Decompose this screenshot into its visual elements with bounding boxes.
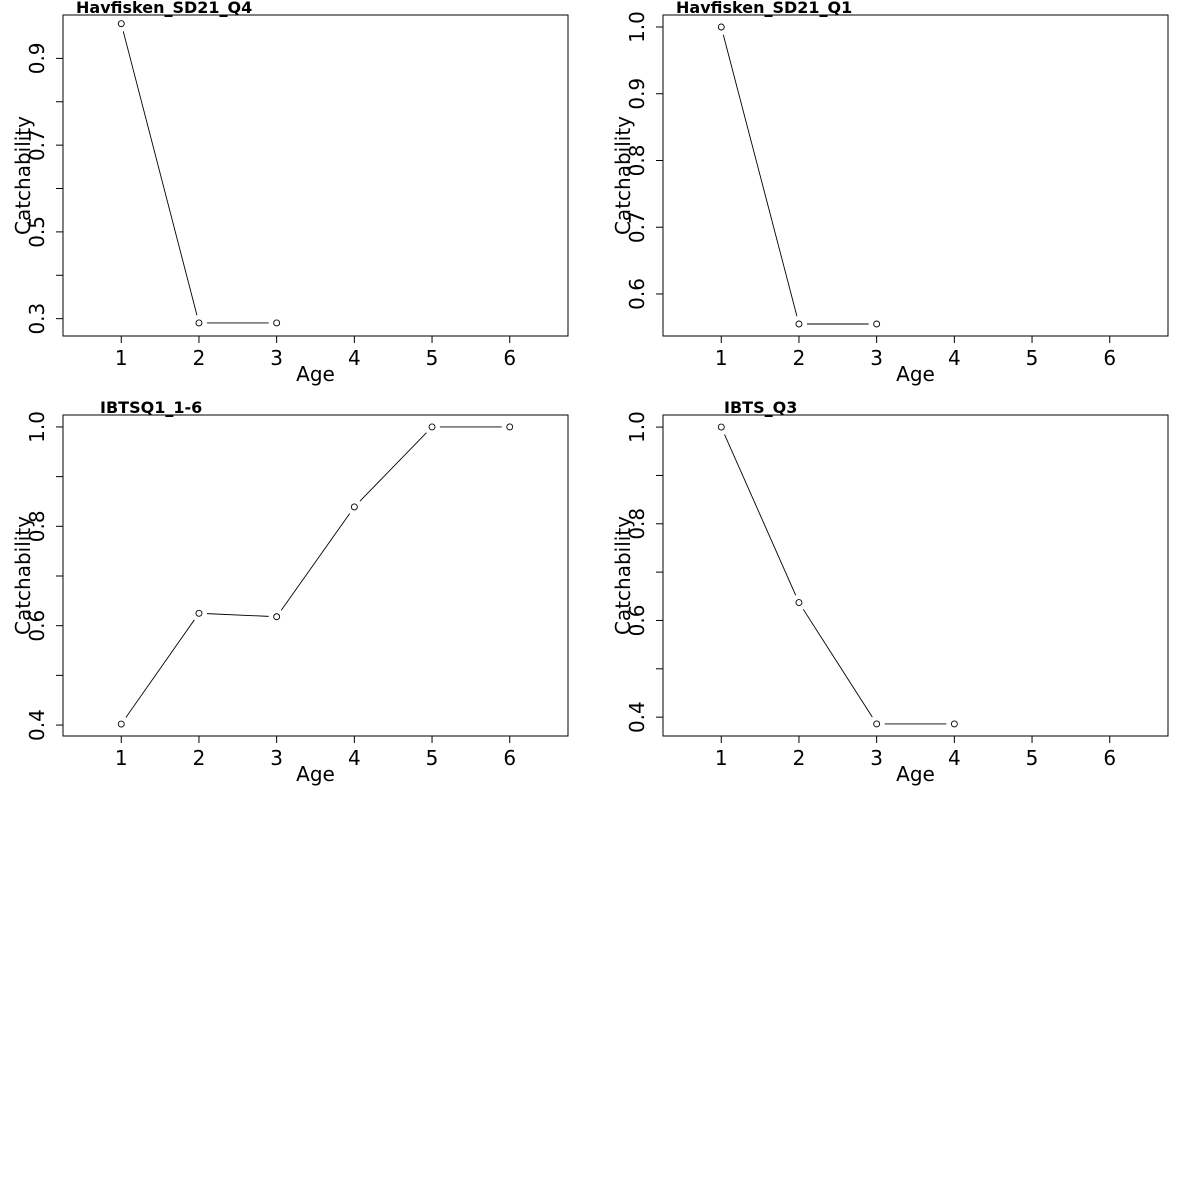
y-tick-label: 0.6 bbox=[25, 610, 49, 642]
x-tick-label: 3 bbox=[870, 746, 883, 770]
data-point bbox=[273, 319, 281, 327]
x-tick-label: 6 bbox=[503, 746, 516, 770]
x-tick-label: 4 bbox=[348, 346, 361, 370]
plot-frame bbox=[662, 14, 1169, 337]
data-point bbox=[795, 599, 803, 607]
series-line-segment bbox=[722, 34, 798, 317]
panel-title: IBTS_Q3 bbox=[724, 398, 797, 417]
y-axis-title: Catchability bbox=[611, 516, 635, 635]
data-point bbox=[273, 613, 281, 621]
x-tick-label: 6 bbox=[1103, 746, 1116, 770]
x-tick-label: 3 bbox=[270, 346, 283, 370]
x-tick-label: 2 bbox=[193, 346, 206, 370]
series-line-segment bbox=[802, 609, 873, 718]
x-tick-label: 5 bbox=[1026, 346, 1039, 370]
x-tick-label: 6 bbox=[503, 346, 516, 370]
x-tick-label: 4 bbox=[948, 746, 961, 770]
chart-panel-3: 1 2 3 4 5 6 0.4 0.6 0.8 1.0 Age Catchability IBTSQ1_… bbox=[11, 398, 569, 786]
y-tick-label: 0.7 bbox=[625, 211, 649, 243]
plot-frame bbox=[62, 414, 569, 737]
y-tick-label: 0.5 bbox=[25, 216, 49, 248]
x-tick-label: 3 bbox=[270, 746, 283, 770]
x-axis-title: Age bbox=[896, 762, 935, 786]
x-tick-label: 2 bbox=[793, 346, 806, 370]
y-tick-label: 0.6 bbox=[625, 605, 649, 637]
chart-panel-2: 1 2 3 4 5 6 0.6 0.7 0.8 0.9 1.0 Age Catchability Havf… bbox=[611, 0, 1169, 386]
data-point bbox=[428, 423, 436, 431]
panel-title: IBTSQ1_1-6 bbox=[100, 398, 202, 417]
y-tick-label: 0.9 bbox=[625, 78, 649, 110]
series-line-segment bbox=[122, 31, 198, 316]
panel-title: Havfisken_SD21_Q1 bbox=[676, 0, 852, 17]
x-axis-title: Age bbox=[896, 362, 935, 386]
data-point bbox=[117, 720, 125, 728]
x-tick-label: 2 bbox=[193, 746, 206, 770]
data-point bbox=[873, 720, 881, 728]
data-point bbox=[195, 319, 203, 327]
y-axis-title: Catchability bbox=[11, 516, 35, 635]
data-point bbox=[717, 423, 725, 431]
chart-panel-4: 1 2 3 4 5 6 0.4 0.6 0.8 1.0 Age Catchability IBTS_Q3 bbox=[611, 398, 1169, 786]
data-point bbox=[950, 720, 958, 728]
series-line-segment bbox=[359, 432, 427, 502]
x-tick-label: 1 bbox=[715, 346, 728, 370]
x-tick-label: 3 bbox=[870, 346, 883, 370]
x-tick-label: 5 bbox=[426, 346, 439, 370]
series-line-segment bbox=[724, 434, 797, 596]
y-tick-label: 0.4 bbox=[25, 709, 49, 741]
x-tick-label: 1 bbox=[715, 746, 728, 770]
series-line-segment bbox=[206, 613, 269, 617]
x-tick-label: 5 bbox=[1026, 746, 1039, 770]
y-tick-label: 0.8 bbox=[625, 508, 649, 540]
series-line-segment bbox=[125, 619, 195, 718]
x-axis-title: Age bbox=[296, 362, 335, 386]
data-point bbox=[795, 320, 803, 328]
x-tick-label: 2 bbox=[793, 746, 806, 770]
y-tick-label: 0.4 bbox=[625, 701, 649, 733]
y-tick-label: 1.0 bbox=[625, 11, 649, 43]
series-line-segment bbox=[280, 513, 351, 611]
x-axis-title: Age bbox=[296, 762, 335, 786]
data-point bbox=[873, 320, 881, 328]
y-tick-label: 0.3 bbox=[25, 303, 49, 335]
y-tick-label: 0.9 bbox=[25, 42, 49, 74]
y-tick-label: 0.6 bbox=[625, 278, 649, 310]
y-tick-label: 1.0 bbox=[625, 411, 649, 443]
data-point bbox=[717, 23, 725, 31]
chart-panel-1: 1 2 3 4 5 6 0.3 0.5 0.7 0.9 Age Catchability Havfisk… bbox=[11, 0, 569, 386]
x-tick-label: 6 bbox=[1103, 346, 1116, 370]
x-tick-label: 5 bbox=[426, 746, 439, 770]
data-point bbox=[117, 20, 125, 28]
x-tick-label: 4 bbox=[348, 746, 361, 770]
y-tick-label: 1.0 bbox=[25, 411, 49, 443]
y-axis-title: Catchability bbox=[11, 116, 35, 235]
x-tick-label: 4 bbox=[948, 346, 961, 370]
y-axis-title: Catchability bbox=[611, 116, 635, 235]
x-tick-label: 1 bbox=[115, 346, 128, 370]
data-point bbox=[506, 423, 514, 431]
panel-title: Havfisken_SD21_Q4 bbox=[76, 0, 252, 17]
y-tick-label: 0.8 bbox=[25, 510, 49, 542]
data-point bbox=[350, 503, 358, 511]
plot-frame bbox=[662, 414, 1169, 737]
y-tick-label: 0.7 bbox=[25, 129, 49, 161]
data-point bbox=[195, 609, 203, 617]
y-tick-label: 0.8 bbox=[625, 145, 649, 177]
x-tick-label: 1 bbox=[115, 746, 128, 770]
plot-frame bbox=[62, 14, 569, 337]
